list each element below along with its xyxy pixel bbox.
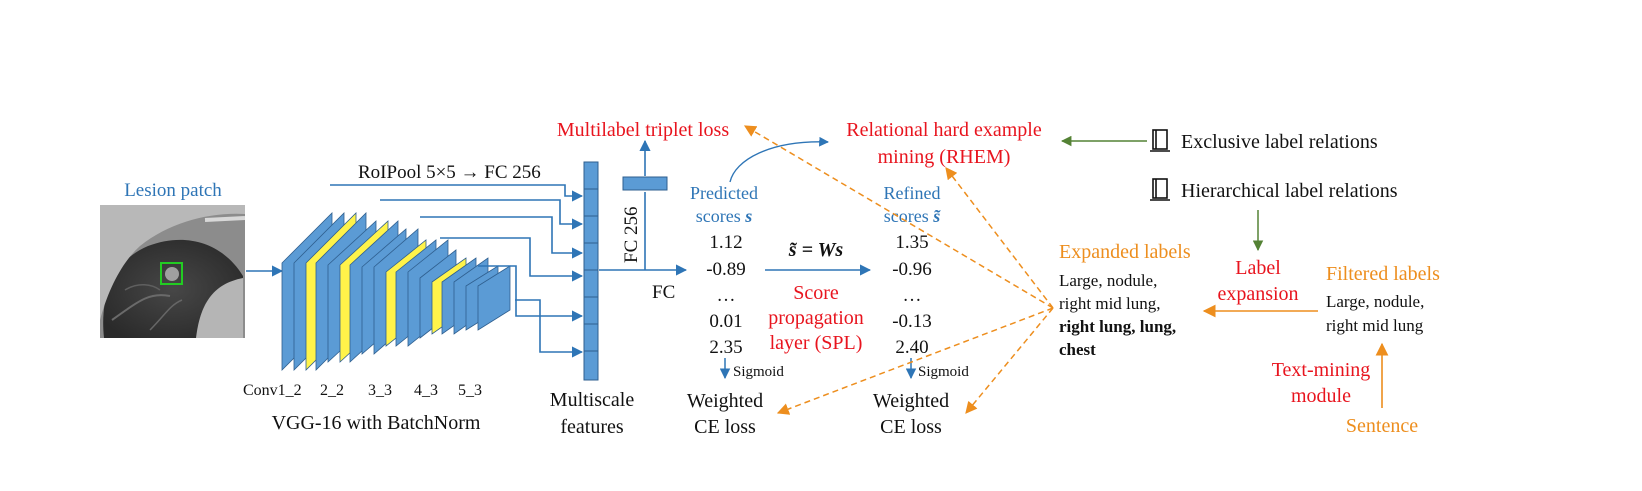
predicted-header-line1: Predicted <box>690 183 758 203</box>
layer-label-conv1-2: Conv1_2 <box>243 382 302 399</box>
expanded-labels-line4: chest <box>1059 340 1096 359</box>
refined-score-ellipsis: … <box>903 285 922 306</box>
exclusive-relations-label: Exclusive label relations <box>1181 131 1378 153</box>
book-icon <box>1150 129 1170 152</box>
lesion-patch-title: Lesion patch <box>124 180 222 201</box>
ct-image <box>100 205 246 338</box>
text-mining-line1: Text-mining <box>1272 359 1371 381</box>
filtered-labels-title: Filtered labels <box>1326 263 1440 285</box>
triplet-loss-label: Multilabel triplet loss <box>557 119 729 141</box>
layer-label-3-3: 3_3 <box>368 382 392 399</box>
fc256-label: FC 256 <box>621 207 642 264</box>
rhem-input-arrow <box>729 136 829 183</box>
filtered-labels-line1: Large, nodule, <box>1326 292 1424 311</box>
ce-loss-right-line2: CE loss <box>880 416 942 438</box>
refined-header-line1: Refined <box>884 183 941 203</box>
label-expansion-line2: expansion <box>1217 283 1298 305</box>
supervision-arrows <box>743 125 1054 415</box>
multiscale-caption-line2: features <box>560 416 624 438</box>
predicted-score-4: 0.01 <box>709 311 742 332</box>
spl-label-line3: layer (SPL) <box>770 332 863 354</box>
expanded-labels-line1: Large, nodule, <box>1059 271 1157 290</box>
expanded-labels-line3: right lung, lung, <box>1059 317 1176 336</box>
predicted-score-2: -0.89 <box>706 259 746 280</box>
roipool-label: RoIPool 5×5 → FC 256 <box>358 162 541 183</box>
refined-score-1: 1.35 <box>895 232 928 253</box>
refined-header-line2: scores s̃ <box>884 206 942 226</box>
label-expansion-line1: Label <box>1235 257 1281 279</box>
hierarchical-relations-label: Hierarchical label relations <box>1181 180 1398 202</box>
filtered-labels-line2: right mid lung <box>1326 316 1424 335</box>
fc-label: FC <box>652 282 675 303</box>
book-icon <box>1150 178 1170 201</box>
layer-label-4-3: 4_3 <box>414 382 438 399</box>
text-mining-line2: module <box>1291 385 1351 407</box>
predicted-score-5: 2.35 <box>709 337 742 358</box>
ce-loss-right-line1: Weighted <box>873 390 949 412</box>
expanded-labels-title: Expanded labels <box>1059 241 1191 263</box>
predicted-score-1: 1.12 <box>709 232 742 253</box>
refined-score-5: 2.40 <box>895 337 928 358</box>
sigmoid-right: Sigmoid <box>918 364 969 380</box>
layer-label-2-2: 2_2 <box>320 382 344 399</box>
rhem-label-line2: mining (RHEM) <box>878 146 1011 168</box>
spl-label-line1: Score <box>793 282 839 304</box>
vgg-caption: VGG-16 with BatchNorm <box>272 412 481 434</box>
fc256-block <box>622 176 668 191</box>
spl-label-line2: propagation <box>768 307 864 329</box>
sigmoid-left: Sigmoid <box>733 364 784 380</box>
refined-score-4: -0.13 <box>892 311 932 332</box>
expanded-labels-line2: right mid lung, <box>1059 294 1161 313</box>
ce-loss-left-line2: CE loss <box>694 416 756 438</box>
ce-loss-left-line1: Weighted <box>687 390 763 412</box>
vgg-layers <box>281 212 511 371</box>
skip-connections <box>330 184 584 358</box>
rhem-label-line1: Relational hard example <box>846 119 1042 141</box>
roi-box <box>160 262 183 285</box>
sentence-label: Sentence <box>1346 415 1418 437</box>
layer-label-5-3: 5_3 <box>458 382 482 399</box>
vgg-layer-slab <box>477 265 511 331</box>
spl-equation: s̃ = Ws <box>788 239 844 261</box>
multiscale-feature-vector <box>583 161 599 381</box>
predicted-header-line2: scores s <box>696 206 753 226</box>
multiscale-caption-line1: Multiscale <box>550 389 635 411</box>
predicted-score-ellipsis: … <box>717 285 736 306</box>
refined-score-2: -0.96 <box>892 259 932 280</box>
